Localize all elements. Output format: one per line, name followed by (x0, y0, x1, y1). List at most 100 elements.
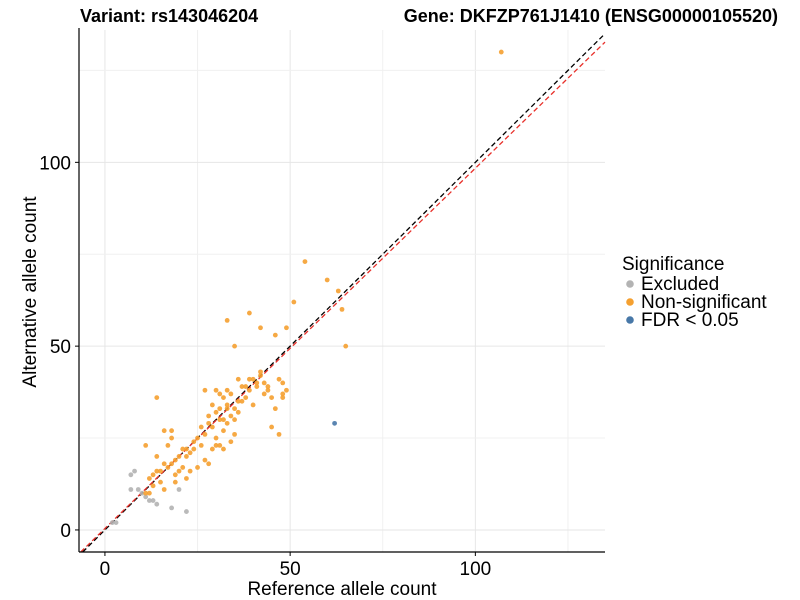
data-point (202, 457, 208, 463)
data-point (224, 420, 230, 426)
legend-key (626, 280, 634, 288)
data-point (165, 465, 171, 470)
data-point (239, 384, 245, 389)
data-point (161, 487, 167, 492)
data-point (176, 468, 182, 474)
data-point (498, 49, 504, 55)
data-points (109, 49, 504, 525)
grid-lines (79, 30, 605, 552)
data-point (172, 479, 178, 485)
data-point (246, 310, 252, 316)
data-point (280, 395, 286, 401)
data-point (221, 428, 226, 434)
data-point (232, 417, 237, 423)
data-point (291, 299, 297, 305)
data-point (146, 490, 152, 496)
x-tick-label: 100 (460, 559, 492, 580)
data-point (284, 387, 289, 393)
legend-label: FDR < 0.05 (641, 310, 739, 331)
data-point (265, 384, 271, 389)
data-point (150, 498, 156, 503)
data-point (258, 369, 263, 375)
y-tick-label: 50 (50, 337, 71, 358)
data-point (254, 384, 260, 389)
data-point (261, 391, 267, 397)
data-point (324, 277, 330, 283)
data-point (235, 409, 241, 415)
data-point (195, 435, 200, 441)
data-point (191, 446, 197, 452)
data-point (206, 420, 212, 426)
data-point (335, 288, 341, 294)
data-point (184, 509, 189, 514)
data-point (224, 318, 230, 323)
data-point (254, 380, 260, 386)
x-tick-label: 0 (100, 559, 111, 580)
data-point (154, 501, 160, 507)
data-point (228, 391, 234, 397)
data-point (143, 442, 149, 448)
data-point (202, 431, 208, 437)
y-axis-title: Alternative allele count (20, 196, 41, 388)
data-point (143, 494, 149, 500)
data-point (187, 468, 193, 474)
data-point (128, 472, 134, 478)
data-point (232, 343, 237, 349)
data-point (276, 376, 282, 382)
data-point (161, 461, 167, 467)
data-point (258, 325, 263, 331)
data-point (139, 490, 145, 496)
data-point (221, 395, 226, 401)
legend-title: Significance (622, 254, 724, 275)
data-point (213, 387, 219, 393)
data-point (224, 387, 230, 393)
data-point (221, 417, 226, 423)
data-point (109, 520, 115, 525)
data-point (272, 332, 278, 338)
data-point (128, 487, 134, 492)
data-point (213, 442, 219, 448)
data-point (269, 395, 275, 401)
data-point (284, 325, 289, 331)
data-point (154, 395, 160, 401)
data-point (191, 439, 197, 445)
data-point (250, 402, 256, 408)
data-point (146, 498, 152, 503)
data-point (169, 505, 175, 511)
data-point (246, 376, 252, 382)
x-tick-label: 50 (280, 559, 301, 580)
data-point (217, 442, 223, 448)
data-point (172, 472, 178, 478)
y-tick-label: 0 (60, 521, 71, 542)
data-point (143, 490, 149, 496)
data-point (246, 387, 252, 393)
data-point (172, 457, 178, 463)
data-point (113, 520, 119, 525)
data-point (154, 468, 160, 474)
data-point (150, 472, 156, 478)
data-point (332, 420, 337, 426)
legend-key (626, 298, 634, 306)
data-point (228, 439, 234, 445)
data-point (221, 446, 226, 452)
data-point (202, 387, 208, 393)
data-point (195, 465, 200, 470)
data-point (154, 454, 160, 459)
data-point (269, 424, 275, 430)
data-point (224, 406, 230, 412)
data-point (187, 450, 193, 456)
data-point (169, 435, 175, 441)
data-point (209, 424, 215, 430)
data-point (235, 398, 241, 404)
chart-title-left: Variant: rs143046204 (80, 6, 258, 26)
data-point (217, 391, 223, 397)
chart-title-right: Gene: DKFZP761J1410 (ENSG00000105520) (404, 6, 778, 26)
data-point (198, 442, 204, 448)
axes (78, 28, 605, 553)
data-point (135, 487, 141, 492)
data-point (232, 431, 237, 437)
data-point (184, 446, 189, 452)
data-point (176, 487, 182, 492)
data-point (158, 479, 163, 485)
legend: Significance ExcludedNon-significantFDR … (622, 254, 767, 331)
